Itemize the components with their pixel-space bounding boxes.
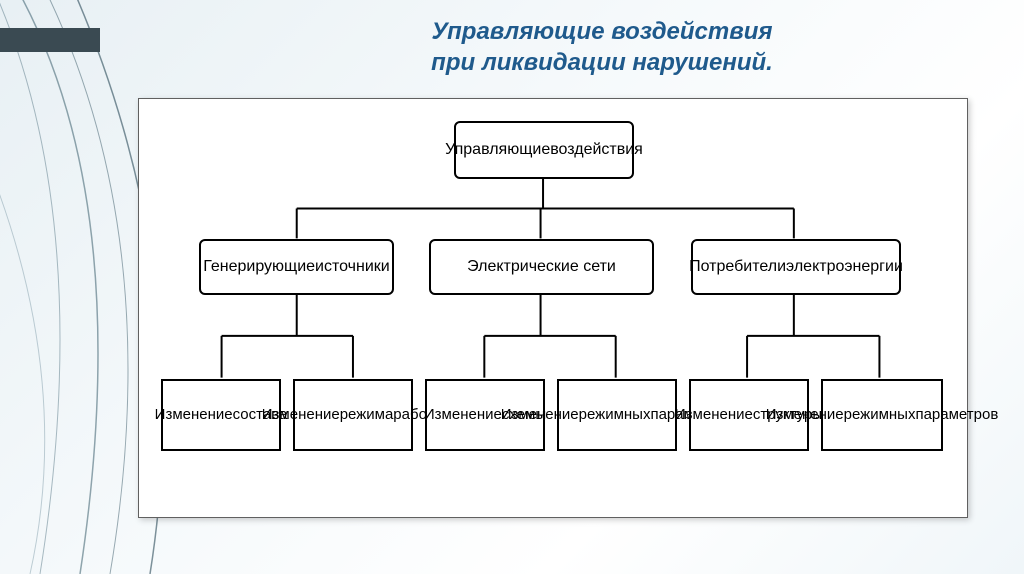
title-line-2: при ликвидации нарушений.: [260, 47, 944, 78]
node-root: Управляющиевоздействия: [454, 121, 634, 179]
node-gen: Генерирующиеисточники: [199, 239, 394, 295]
diagram-inner: Управляющиевоздействия Генерирующиеисточн…: [139, 99, 967, 517]
node-cons: Потребителиэлектроэнергии: [691, 239, 901, 295]
title-line-1: Управляющие воздействия: [260, 16, 944, 47]
decorative-bar: [0, 28, 100, 52]
node-leaf4: Изменениережимныхпараметров: [557, 379, 677, 451]
diagram-frame: Управляющиевоздействия Генерирующиеисточн…: [138, 98, 968, 518]
node-leaf6: Изменениережимныхпараметров: [821, 379, 943, 451]
node-net: Электрические сети: [429, 239, 654, 295]
node-leaf2: Изменениережимаработы: [293, 379, 413, 451]
slide-title: Управляющие воздействия при ликвидации н…: [260, 16, 944, 78]
